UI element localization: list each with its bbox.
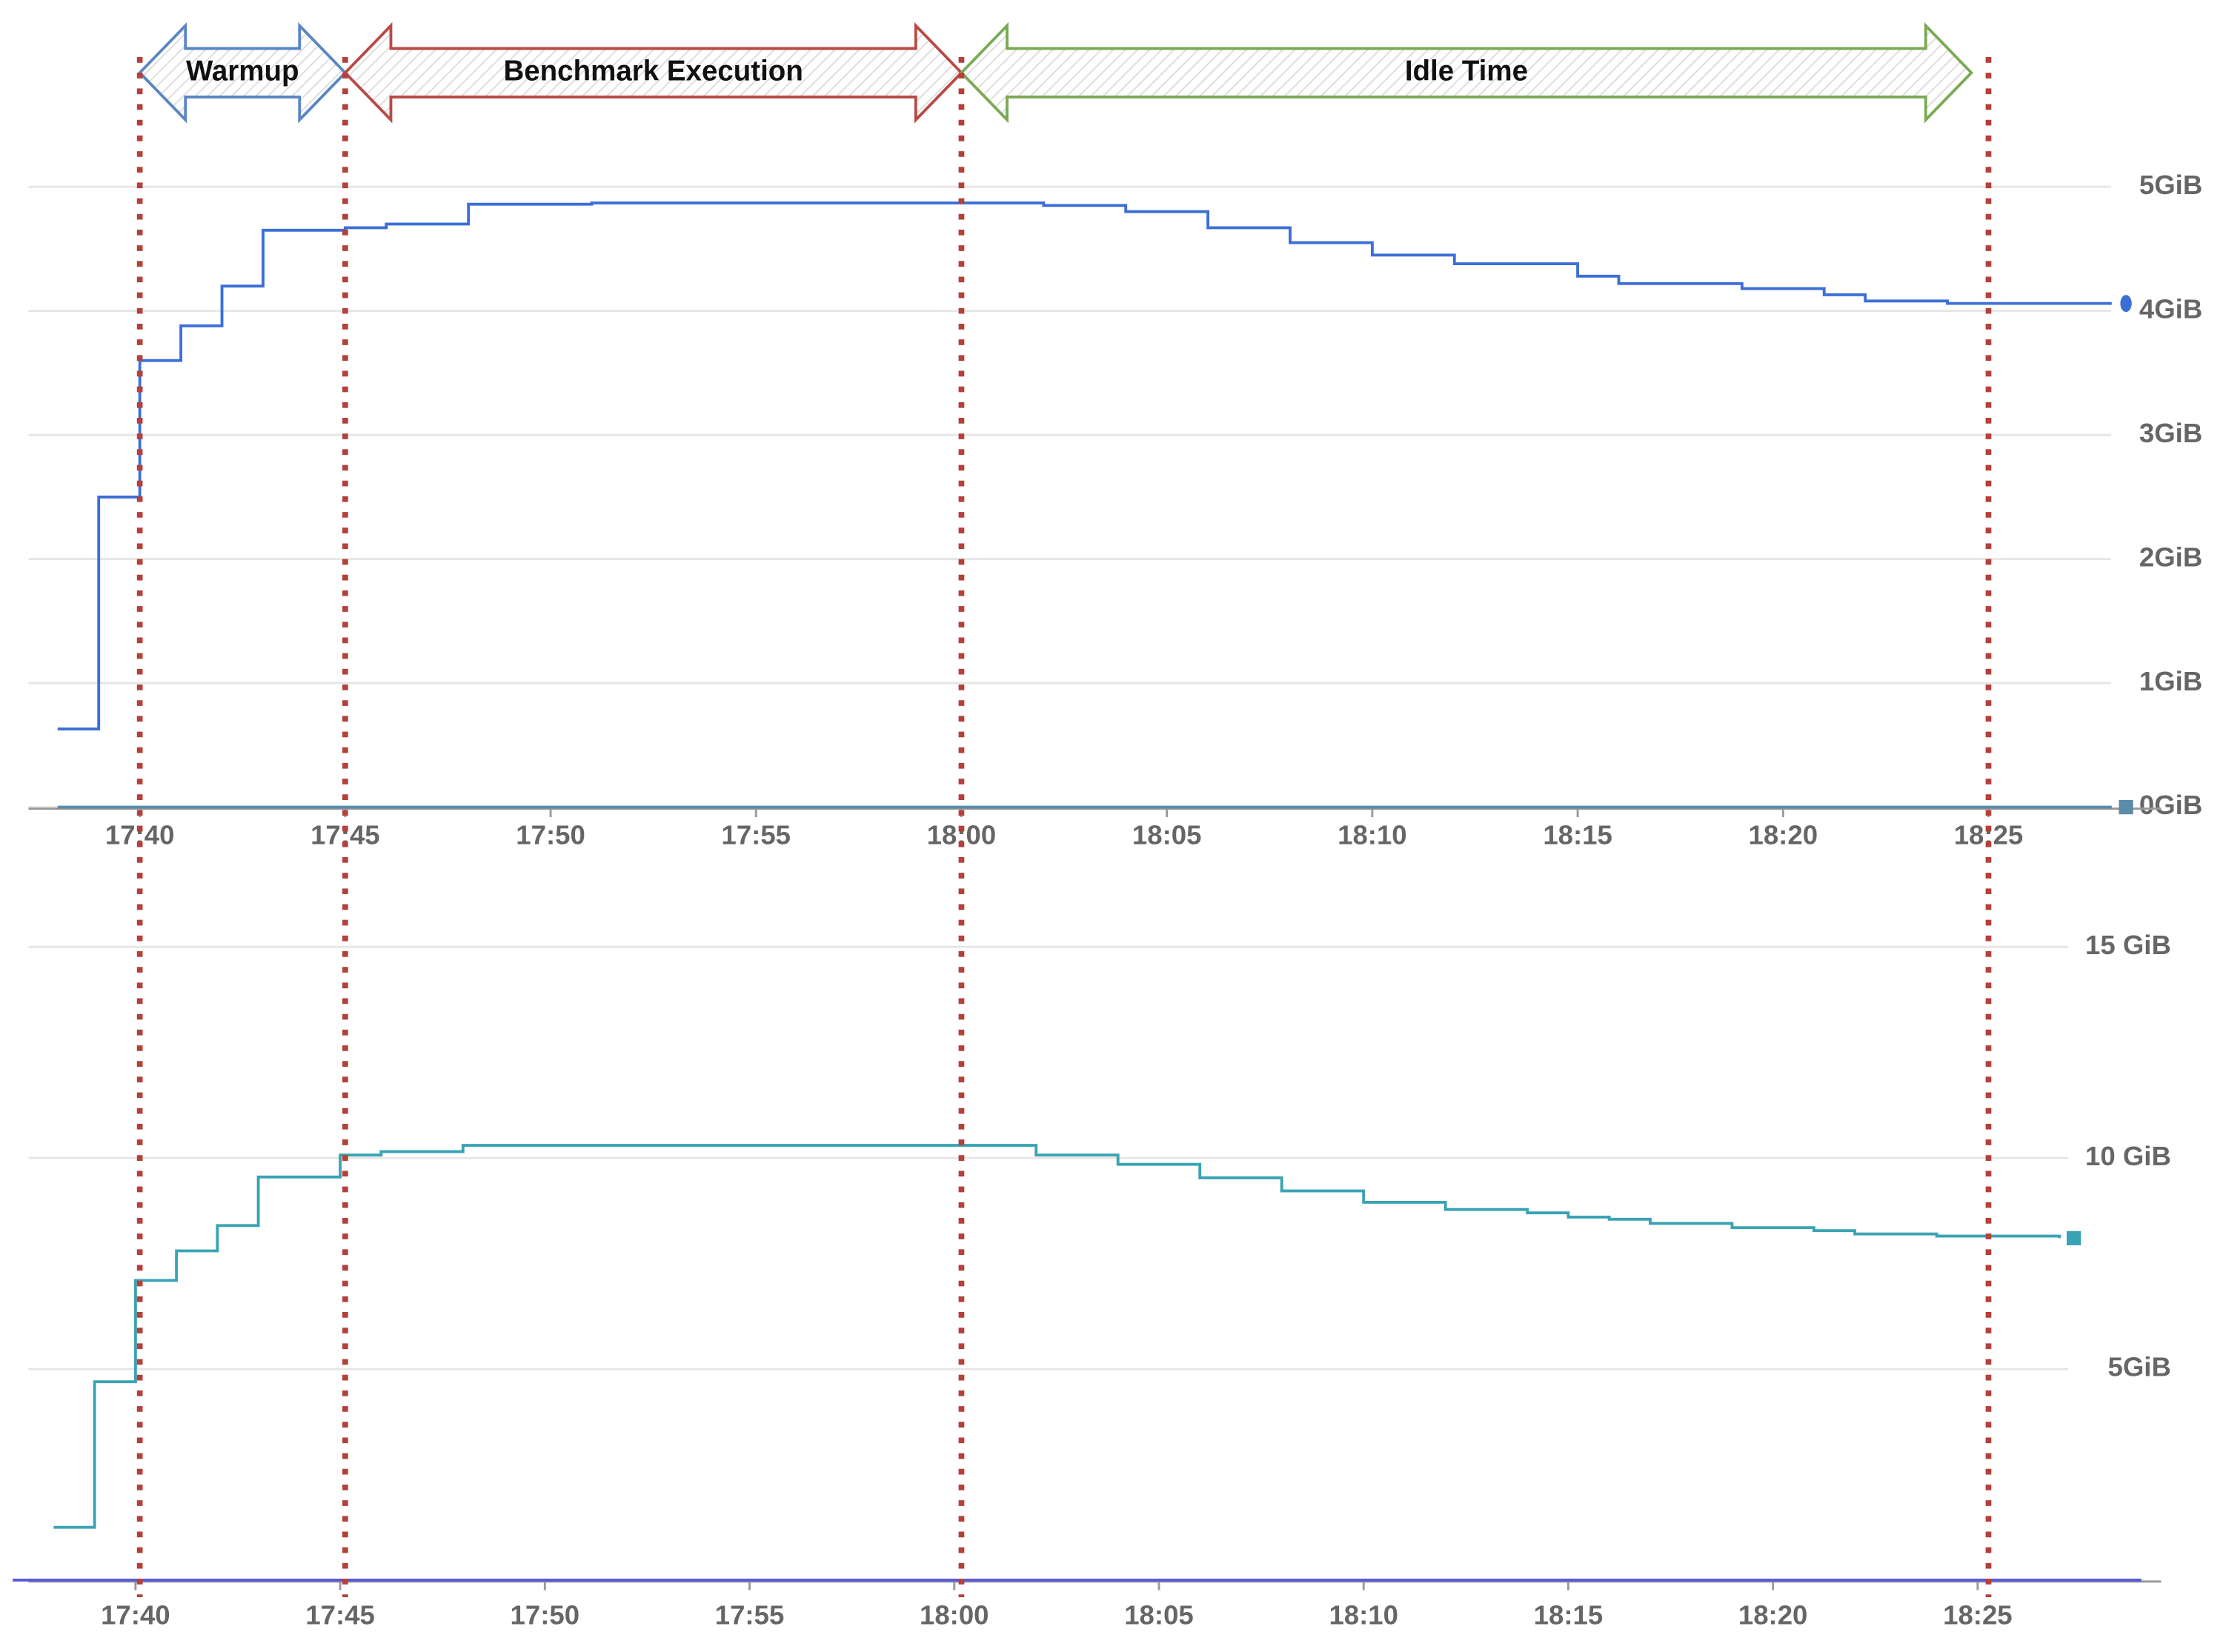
chart: 5GiB 10 GiB 15 GiB 17:40 17:45 17:50 17:55 18:0… <box>13 930 2171 1631</box>
x-tick-label: 18:05 <box>1124 1600 1194 1631</box>
x-tick-label: 17:55 <box>722 820 791 850</box>
x-tick-label: 18:10 <box>1329 1600 1398 1631</box>
x-tick-label: 18:25 <box>1943 1600 2013 1631</box>
y-tick-label: 3GiB <box>2139 418 2202 448</box>
x-tick-label: 17:50 <box>516 820 585 850</box>
x-tick-label: 17:55 <box>715 1600 785 1631</box>
end-marker <box>2119 799 2133 815</box>
y-tick-label: 10 GiB <box>2085 1141 2171 1171</box>
end-marker <box>2066 1230 2082 1246</box>
y-tick-label: 0GiB <box>2139 790 2202 820</box>
x-tick-label: 18:05 <box>1132 820 1202 850</box>
x-tick-label: 17:45 <box>305 1600 375 1631</box>
y-tick-label: 2GiB <box>2139 542 2202 572</box>
phase-label: Idle Time <box>1405 55 1528 87</box>
data-line <box>57 201 2112 731</box>
end-marker <box>2120 295 2132 313</box>
x-tick-label: 17:50 <box>511 1600 580 1631</box>
x-tick-label: 18:15 <box>1543 820 1612 850</box>
phase-arrow <box>959 21 1974 124</box>
x-tick-label: 17:40 <box>101 1600 170 1631</box>
x-tick-label: 18:10 <box>1338 820 1407 850</box>
y-tick-label: 4GiB <box>2139 293 2202 324</box>
x-tick-label: 18:20 <box>1749 820 1818 850</box>
phase-label: Benchmark Execution <box>503 55 803 87</box>
x-tick-label: 18:15 <box>1534 1600 1604 1631</box>
y-tick-label: 5GiB <box>2108 1352 2171 1382</box>
phase-label: Warmup <box>186 55 299 87</box>
y-tick-label: 5GiB <box>2139 170 2202 200</box>
x-tick-label: 18:20 <box>1738 1600 1808 1631</box>
y-tick-label: 15 GiB <box>2085 930 2171 960</box>
data-line <box>53 1144 2061 1529</box>
y-tick-label: 1GiB <box>2139 666 2202 696</box>
x-tick-label: 18:00 <box>920 1600 989 1631</box>
